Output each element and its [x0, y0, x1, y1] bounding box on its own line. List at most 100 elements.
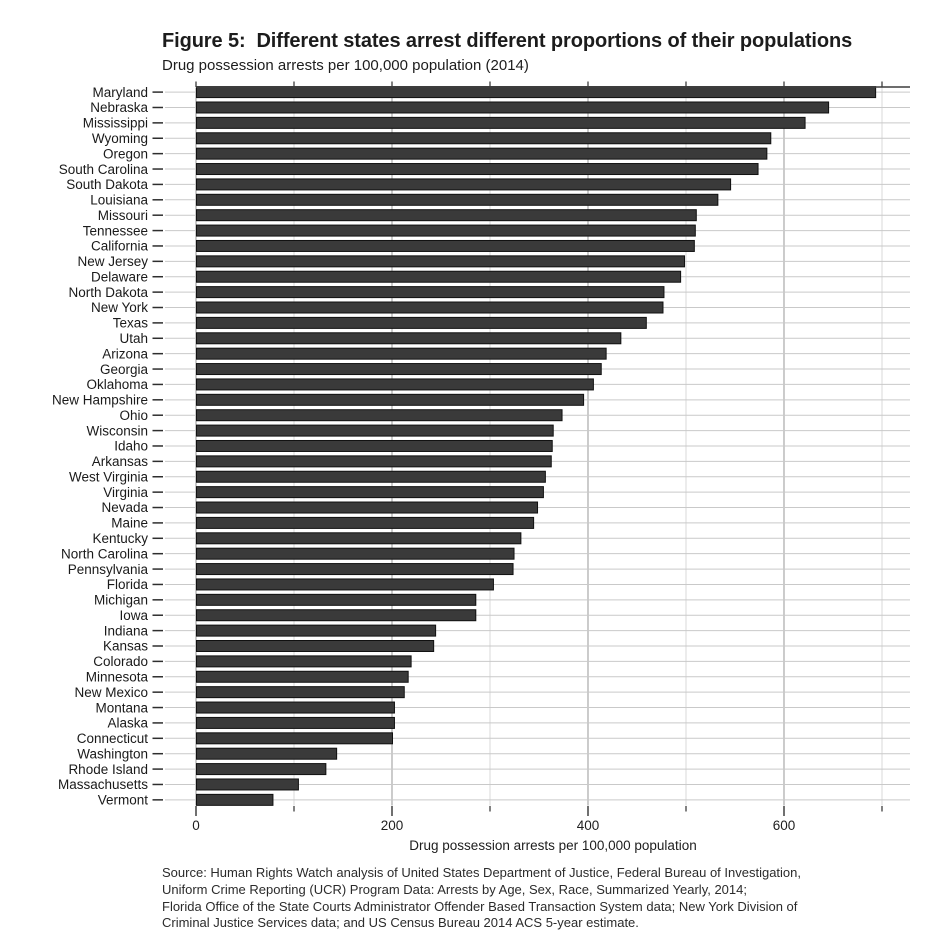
bar-california [196, 239, 695, 252]
bar-south-carolina [196, 163, 759, 176]
bar-michigan [196, 593, 477, 606]
bar-delaware [196, 270, 682, 283]
y-label-ohio: Ohio [119, 408, 148, 423]
bar-ohio [196, 409, 563, 422]
y-label-maine: Maine [111, 516, 148, 531]
bar-indiana [196, 624, 437, 637]
bar-colorado [196, 655, 412, 668]
y-label-new-mexico: New Mexico [74, 685, 148, 700]
y-label-wisconsin: Wisconsin [86, 423, 148, 438]
y-label-louisiana: Louisiana [90, 193, 148, 208]
y-label-rhode-island: Rhode Island [68, 762, 148, 777]
bar-minnesota [196, 670, 409, 683]
y-label-michigan: Michigan [94, 593, 148, 608]
y-label-california: California [91, 239, 149, 254]
bar-utah [196, 332, 622, 345]
bar-new-hampshire [196, 393, 585, 406]
bar-kentucky [196, 532, 522, 545]
y-label-oregon: Oregon [103, 146, 148, 161]
y-label-tennessee: Tennessee [83, 223, 148, 238]
x-axis: 0 200 400 600 [192, 806, 883, 833]
y-label-georgia: Georgia [100, 362, 149, 377]
y-label-maryland: Maryland [92, 85, 148, 100]
bar-new-mexico [196, 686, 405, 699]
y-label-florida: Florida [107, 577, 149, 592]
bar-north-carolina [196, 547, 515, 560]
bar-vermont [196, 793, 274, 806]
bar-pennsylvania [196, 563, 514, 576]
bar-louisiana [196, 193, 719, 206]
y-label-minnesota: Minnesota [86, 669, 149, 684]
bar-oregon [196, 147, 768, 160]
bar-wyoming [196, 132, 772, 145]
bar-nebraska [196, 101, 830, 114]
y-label-nevada: Nevada [101, 500, 148, 515]
bar-maryland [196, 86, 877, 99]
bar-florida [196, 578, 494, 591]
bar-washington [196, 747, 338, 760]
y-label-kentucky: Kentucky [92, 531, 148, 546]
y-label-kansas: Kansas [103, 639, 148, 654]
bar-montana [196, 701, 395, 714]
bar-wisconsin [196, 424, 554, 437]
y-label-massachusetts: Massachusetts [58, 777, 148, 792]
source-line-3: Florida Office of the State Courts Admin… [162, 898, 798, 914]
bar-tennessee [196, 224, 696, 237]
y-label-new-jersey: New Jersey [77, 254, 148, 269]
source-note: Source: Human Rights Watch analysis of U… [162, 865, 801, 932]
bar-nevada [196, 501, 539, 514]
x-tick-label-0: 0 [192, 818, 200, 833]
y-label-montana: Montana [95, 700, 148, 715]
figure-title: Figure 5: Different states arrest differ… [162, 30, 853, 52]
y-label-south-dakota: South Dakota [66, 177, 148, 192]
y-label-utah: Utah [119, 331, 148, 346]
y-label-colorado: Colorado [93, 654, 148, 669]
y-axis-labels: MarylandNebraskaMississippiWyomingOregon… [52, 85, 163, 808]
bars [196, 86, 877, 806]
bar-massachusetts [196, 778, 299, 791]
y-label-wyoming: Wyoming [92, 131, 148, 146]
bar-north-dakota [196, 286, 665, 299]
bar-maine [196, 516, 535, 529]
bar-texas [196, 316, 647, 329]
bar-arizona [196, 347, 607, 360]
source-line-2: Uniform Crime Reporting (UCR) Program Da… [162, 881, 747, 897]
x-tick-label-600: 600 [773, 818, 796, 833]
y-label-pennsylvania: Pennsylvania [68, 562, 149, 577]
top-axis [195, 81, 910, 88]
y-label-south-carolina: South Carolina [59, 162, 149, 177]
bar-new-york [196, 301, 664, 314]
bar-kansas [196, 639, 435, 652]
y-label-arizona: Arizona [102, 346, 148, 361]
figure-subtitle: Drug possession arrests per 100,000 popu… [162, 57, 529, 74]
source-line-1: Source: Human Rights Watch analysis of U… [162, 865, 801, 880]
bar-oklahoma [196, 378, 594, 391]
y-label-west-virginia: West Virginia [69, 469, 149, 484]
y-label-missouri: Missouri [98, 208, 148, 223]
bar-georgia [196, 363, 602, 376]
bar-idaho [196, 439, 553, 452]
y-label-mississippi: Mississippi [83, 116, 148, 131]
bar-missouri [196, 209, 697, 222]
bar-west-virginia [196, 470, 546, 483]
bar-new-jersey [196, 255, 686, 268]
y-label-oklahoma: Oklahoma [86, 377, 148, 392]
y-label-delaware: Delaware [91, 269, 148, 284]
y-label-virginia: Virginia [103, 485, 148, 500]
x-tick-label-400: 400 [577, 818, 600, 833]
bar-arkansas [196, 455, 552, 468]
y-label-nebraska: Nebraska [90, 100, 148, 115]
y-label-iowa: Iowa [119, 608, 148, 623]
y-label-washington: Washington [77, 746, 148, 761]
y-label-north-carolina: North Carolina [61, 546, 149, 561]
y-label-texas: Texas [113, 316, 149, 331]
bar-virginia [196, 486, 544, 499]
y-label-new-york: New York [91, 300, 148, 315]
bar-south-dakota [196, 178, 732, 191]
y-label-vermont: Vermont [98, 793, 149, 808]
y-label-new-hampshire: New Hampshire [52, 393, 148, 408]
y-label-alaska: Alaska [107, 716, 148, 731]
source-line-4: Criminal Justice Services data; and US C… [162, 915, 639, 931]
